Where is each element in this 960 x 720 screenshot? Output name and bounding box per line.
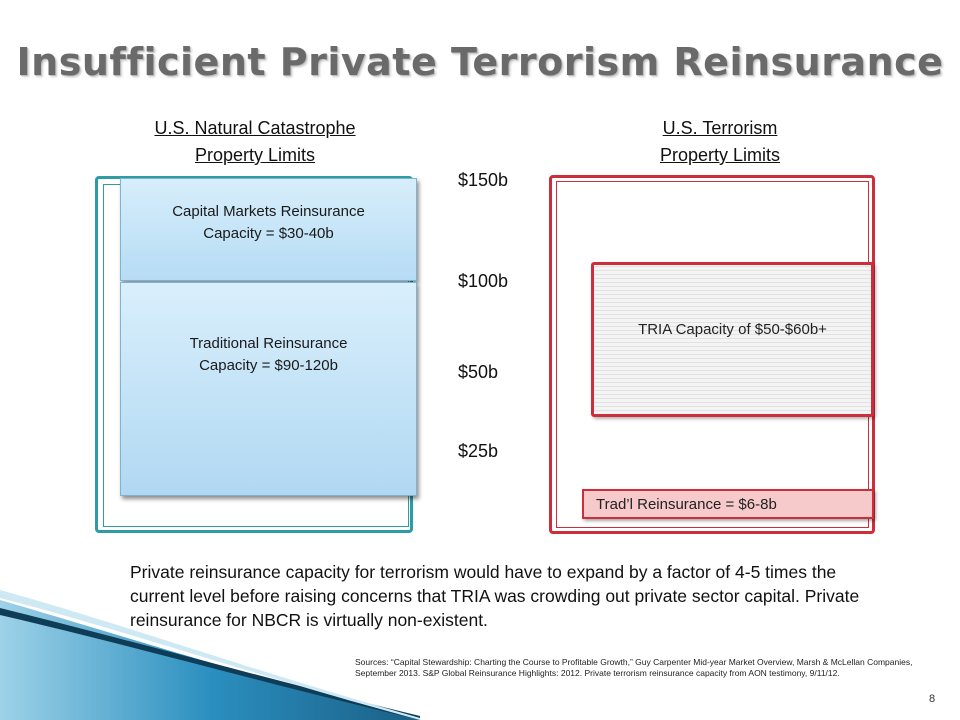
scale-label-100b: $100b: [458, 271, 509, 291]
left-header-line2: Property Limits: [194, 145, 316, 165]
traditional-reinsurance-box: Traditional Reinsurance Capacity = $90-1…: [120, 282, 417, 496]
tria-capacity-box: TRIA Capacity of $50-$60b+: [591, 262, 874, 417]
left-header-line1: U.S. Natural Catastrophe: [154, 118, 356, 138]
slide-title: Insufficient Private Terrorism Reinsuran…: [16, 40, 944, 84]
scale-label-150b: $150b: [458, 170, 509, 190]
right-header-line1: U.S. Terrorism: [662, 118, 778, 138]
traditional-label-line1: Traditional Reinsurance: [189, 335, 348, 352]
body-paragraph: Private reinsurance capacity for terrori…: [130, 562, 860, 630]
scale-label-25b: $25b: [458, 441, 499, 461]
page-number: 8: [929, 693, 936, 705]
tradl-reinsurance-box: Trad’l Reinsurance = $6-8b: [582, 489, 874, 519]
capital-markets-label-line2: Capacity = $30-40b: [203, 225, 334, 242]
capital-markets-label-line1: Capital Markets Reinsurance: [172, 203, 365, 220]
sources-note: Sources: “Capital Stewardship: Charting …: [355, 657, 913, 678]
scale-label-50b: $50b: [458, 362, 499, 382]
tria-capacity-label: TRIA Capacity of $50-$60b+: [638, 321, 827, 338]
capital-markets-reinsurance-box: Capital Markets Reinsurance Capacity = $…: [120, 178, 417, 281]
left-header: U.S. Natural Catastrophe Property Limits: [110, 115, 400, 169]
right-header: U.S. Terrorism Property Limits: [585, 115, 855, 169]
traditional-label-line2: Capacity = $90-120b: [199, 357, 338, 374]
decorative-swoosh: [0, 590, 420, 720]
tradl-reinsurance-label: Trad’l Reinsurance = $6-8b: [596, 496, 777, 513]
right-header-line2: Property Limits: [659, 145, 781, 165]
